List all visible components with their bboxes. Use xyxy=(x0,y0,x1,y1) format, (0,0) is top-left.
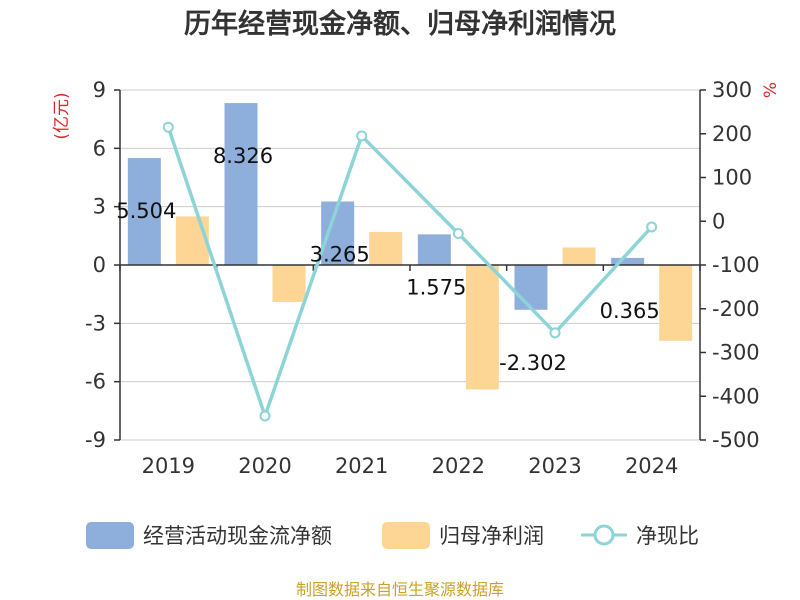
bar-operating-cash-flow xyxy=(514,265,548,310)
right-tick-label: 200 xyxy=(712,122,752,146)
bar-value-label: 5.504 xyxy=(116,199,176,223)
legend-swatch-net-profit xyxy=(382,522,430,549)
left-tick-label: 9 xyxy=(93,78,106,102)
bar-value-label: -2.302 xyxy=(499,351,567,375)
bar-operating-cash-flow xyxy=(224,103,258,265)
x-tick-label: 2024 xyxy=(625,454,678,478)
right-tick-label: 300 xyxy=(712,78,752,102)
bar-net-profit xyxy=(272,265,306,302)
x-tick-label: 2023 xyxy=(528,454,581,478)
legend: 经营活动现金流净额 归母净利润 净现比 xyxy=(86,522,699,549)
legend-label-net-profit: 归母净利润 xyxy=(439,524,544,548)
label-layer: 5.504 8.326 3.265 1.575 -2.302 0.365 xyxy=(116,144,659,375)
left-tick-label: 6 xyxy=(93,136,106,160)
left-tick-label: -6 xyxy=(85,370,106,394)
bar-value-label: 8.326 xyxy=(213,144,273,168)
right-tick-label: -200 xyxy=(712,297,760,321)
bar-operating-cash-flow xyxy=(611,257,645,265)
right-tick-label: -100 xyxy=(712,253,760,277)
source-note: 制图数据来自恒生聚源数据库 xyxy=(296,580,504,599)
right-tick-label: 0 xyxy=(712,209,725,233)
left-tick-label: -9 xyxy=(85,428,106,452)
left-tick-label: -3 xyxy=(85,311,106,335)
legend-label-cash-ratio: 净现比 xyxy=(636,524,699,548)
right-tick-label: -300 xyxy=(712,341,760,365)
bar-net-profit xyxy=(175,216,209,265)
bar-net-profit xyxy=(659,265,693,341)
axis-layer: -9 -6 -3 0 3 6 9 -500 -400 -300 -200 -100 0 100 200 300… xyxy=(85,78,760,478)
line-cash-ratio xyxy=(166,126,653,418)
bar-operating-cash-flow xyxy=(417,234,451,265)
line-layer xyxy=(162,121,658,422)
x-tick-label: 2021 xyxy=(335,454,388,478)
x-tick-label: 2020 xyxy=(238,454,291,478)
x-tick-label: 2022 xyxy=(432,454,485,478)
line-point-cash-ratio xyxy=(549,327,561,339)
bar-net-profit xyxy=(369,231,403,265)
line-point-cash-ratio xyxy=(646,221,658,233)
bar-value-label: 1.575 xyxy=(406,275,466,299)
bar-value-label: 0.365 xyxy=(600,299,660,323)
right-tick-label: 100 xyxy=(712,166,752,190)
right-tick-label: -500 xyxy=(712,428,760,452)
bar-value-label: 3.265 xyxy=(310,243,370,267)
bar-net-profit xyxy=(465,265,499,390)
line-point-cash-ratio xyxy=(162,121,174,133)
bar-net-profit xyxy=(562,247,596,265)
line-point-cash-ratio xyxy=(356,130,368,142)
legend-label-operating-cash-flow: 经营活动现金流净额 xyxy=(143,524,332,548)
legend-marker-cash-ratio xyxy=(593,524,615,546)
chart-title: 历年经营现金净额、归母净利润情况 xyxy=(184,8,616,40)
bar-operating-cash-flow xyxy=(127,157,161,265)
bar-layer xyxy=(127,103,693,390)
right-axis-unit: % xyxy=(761,82,781,98)
legend-swatch-operating-cash-flow xyxy=(86,522,134,549)
right-tick-label: -400 xyxy=(712,384,760,408)
left-tick-label: 3 xyxy=(93,195,106,219)
x-tick-label: 2019 xyxy=(142,454,195,478)
line-point-cash-ratio xyxy=(259,410,271,422)
line-point-cash-ratio xyxy=(452,228,464,239)
left-tick-label: 0 xyxy=(93,253,106,277)
left-axis-unit: (亿元) xyxy=(52,92,72,139)
